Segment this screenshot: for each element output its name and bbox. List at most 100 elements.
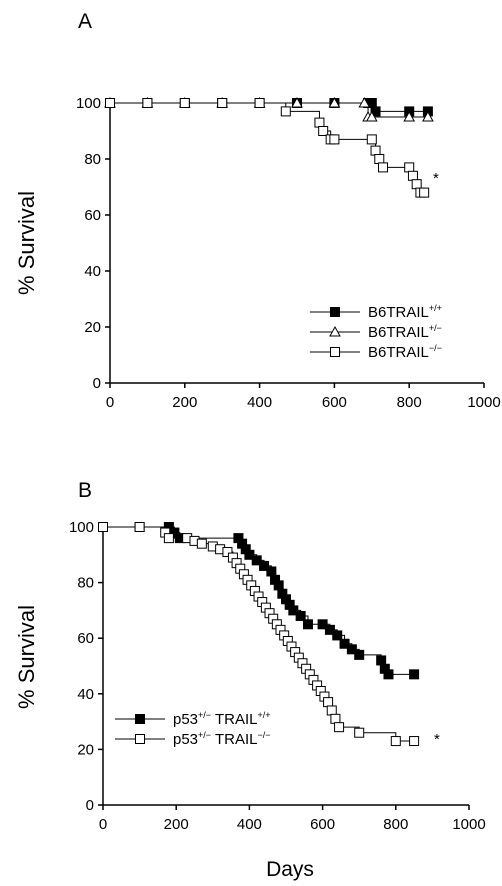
x-tick-label: 600: [310, 816, 335, 833]
data-point: [354, 727, 365, 738]
data-point: [376, 655, 387, 666]
data-point: [419, 187, 430, 198]
data-point: [251, 555, 262, 566]
y-tick-label: 20: [84, 319, 101, 336]
x-tick-label: 1000: [467, 394, 500, 411]
panel-a-curves: [104, 96, 434, 198]
data-point: [217, 98, 228, 108]
data-point: [334, 722, 345, 733]
data-point: [222, 547, 233, 558]
x-tick-label: 200: [172, 394, 197, 411]
x-tick-label: 0: [106, 394, 114, 411]
data-point: [390, 736, 401, 747]
data-point: [196, 538, 207, 549]
data-point: [366, 134, 377, 145]
data-point: [383, 669, 394, 680]
data-point: [370, 106, 381, 117]
panel-a-legend: B6TRAIL+/+ B6TRAIL+/− B6TRAIL−/−: [310, 303, 442, 361]
data-point: [259, 560, 270, 571]
legend-label: p53+/− TRAIL−/−: [173, 730, 270, 748]
y-tick-label: 0: [93, 375, 101, 392]
data-point: [407, 170, 418, 181]
data-point: [280, 106, 291, 117]
data-point: [346, 644, 357, 655]
panel-b-significance-mark: *: [434, 731, 440, 748]
panel-b-axes: 0 200 400 600 800 1000 0 20 40 60 80 100: [69, 519, 486, 833]
y-tick-label: 60: [84, 207, 101, 224]
y-tick-label: 80: [84, 151, 101, 168]
y-tick-label: 100: [69, 519, 94, 536]
data-point: [105, 98, 115, 108]
data-point: [244, 549, 255, 560]
legend-marker: [135, 734, 145, 744]
data-point: [370, 145, 381, 156]
data-point: [266, 566, 277, 577]
legend-label: B6TRAIL+/−: [368, 323, 442, 341]
panel-b: B % Survival 0 200 400 600 800 1000 0 20 40 60 80 1…: [14, 479, 486, 833]
data-point: [403, 110, 416, 122]
panel-a-y-axis-label: % Survival: [14, 191, 39, 295]
y-tick-label: 80: [77, 575, 94, 592]
data-point: [314, 117, 325, 128]
data-point: [411, 179, 422, 190]
data-point: [326, 705, 337, 716]
data-point: [291, 96, 303, 108]
data-point: [163, 533, 174, 544]
data-point: [318, 126, 329, 136]
data-point: [328, 96, 341, 108]
data-point: [404, 162, 415, 173]
x-tick-label: 400: [237, 816, 262, 833]
data-point: [142, 98, 153, 108]
legend-marker: [330, 307, 340, 317]
data-point: [329, 134, 340, 145]
legend-marker: [329, 325, 341, 337]
data-point: [179, 98, 190, 108]
legend-label: B6TRAIL−/−: [368, 343, 442, 361]
x-tick-label: 400: [247, 394, 272, 411]
data-point: [378, 162, 389, 173]
y-tick-label: 60: [77, 630, 94, 647]
x-tick-label: 0: [99, 816, 107, 833]
data-point: [295, 610, 306, 621]
x-tick-label: 800: [383, 816, 408, 833]
panel-b-curves: [98, 522, 420, 747]
x-tick-label: 800: [397, 394, 422, 411]
legend-label: B6TRAIL+/+: [368, 303, 442, 321]
x-tick-label: 600: [322, 394, 347, 411]
y-tick-label: 40: [77, 686, 94, 703]
x-axis-label: Days: [266, 858, 314, 881]
panel-b-legend: p53+/− TRAIL+/+ p53+/− TRAIL−/−: [115, 710, 270, 748]
y-tick-label: 20: [77, 741, 94, 758]
data-point: [409, 736, 420, 747]
data-point: [422, 110, 434, 122]
data-point: [374, 154, 385, 164]
panel-b-y-axis-label: % Survival: [14, 605, 39, 709]
data-point: [273, 580, 284, 591]
legend-marker: [135, 714, 145, 724]
data-point: [339, 638, 350, 649]
data-point: [317, 619, 328, 630]
data-point: [354, 649, 365, 660]
legend-label: p53+/− TRAIL+/+: [173, 710, 270, 728]
y-tick-label: 0: [86, 797, 94, 814]
data-point: [324, 624, 335, 635]
data-point: [302, 619, 313, 630]
data-point: [409, 669, 420, 680]
x-tick-label: 1000: [452, 816, 485, 833]
legend-marker: [330, 347, 340, 357]
panel-a-axes: 0 200 400 600 800 1000 0 20 40 60 80 100: [76, 95, 501, 411]
y-tick-label: 100: [76, 95, 101, 112]
data-point: [358, 96, 371, 108]
x-tick-label: 200: [164, 816, 189, 833]
data-point: [330, 713, 341, 724]
panel-a-label: A: [78, 10, 92, 33]
panel-a: A % Survival 0 200 400 600 800 1000 0 20 40 60 80 1…: [14, 10, 501, 411]
data-point: [288, 605, 299, 616]
data-point: [365, 110, 378, 122]
data-point: [134, 522, 145, 532]
data-point: [98, 522, 108, 532]
panel-a-significance-mark: *: [433, 170, 439, 187]
data-point: [254, 98, 265, 108]
data-point: [332, 630, 343, 641]
